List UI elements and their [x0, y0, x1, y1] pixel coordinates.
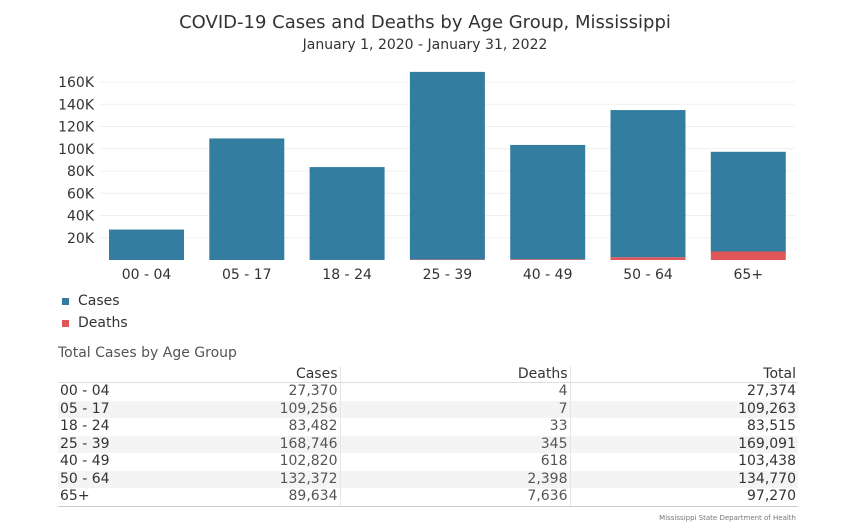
- row-group: 40 - 49: [60, 453, 110, 470]
- bar-cases[interactable]: [309, 167, 385, 260]
- bar-cases[interactable]: [510, 144, 586, 260]
- header-deaths: Deaths: [340, 366, 571, 383]
- row-deaths: 618: [340, 453, 571, 471]
- row-deaths: 7,636: [340, 488, 571, 507]
- bar-cases[interactable]: [109, 229, 184, 260]
- row-cases: 89,634: [148, 488, 341, 507]
- table-row: 00 - 04 27,370 4 27,374: [58, 382, 798, 401]
- row-group: 18 - 24: [60, 418, 110, 435]
- x-tick-label: 05 - 17: [222, 267, 272, 283]
- row-total: 109,263: [570, 400, 798, 418]
- x-tick-label: 65+: [734, 267, 764, 283]
- y-tick-label: 20K: [67, 231, 95, 247]
- row-group: 25 - 39: [58, 435, 148, 453]
- row-total: 134,770: [570, 470, 798, 488]
- table-row: 18 - 24 83,482 33 83,515: [58, 418, 798, 436]
- y-tick-label: 60K: [67, 186, 95, 202]
- row-total: 169,091: [570, 435, 798, 453]
- bar-deaths[interactable]: [710, 251, 786, 260]
- row-total: 97,270: [570, 488, 798, 507]
- table-header-row: Cases Deaths Total: [58, 366, 798, 383]
- legend-label-cases: Cases: [78, 293, 120, 309]
- chart-title: COVID-19 Cases and Deaths by Age Group, …: [179, 12, 671, 33]
- legend-item-cases[interactable]: Cases: [62, 290, 128, 312]
- row-cases: 102,820: [148, 453, 341, 471]
- table-row: 40 - 49 102,820 618 103,438: [58, 453, 798, 471]
- chart-subtitle: January 1, 2020 - January 31, 2022: [302, 37, 548, 53]
- row-cases: 168,746: [148, 435, 341, 453]
- x-tick-label: 18 - 24: [322, 267, 372, 283]
- row-deaths: 4: [340, 382, 571, 401]
- row-group: 00 - 04: [60, 383, 110, 400]
- bar-cases[interactable]: [209, 138, 285, 260]
- y-tick-label: 140K: [58, 97, 95, 113]
- row-cases: 27,370: [148, 382, 341, 401]
- x-tick-label: 50 - 64: [623, 267, 673, 283]
- row-cases: 109,256: [148, 400, 341, 418]
- y-tick-label: 120K: [58, 120, 95, 136]
- row-cases: 83,482: [148, 418, 341, 436]
- y-tick-label: 160K: [58, 75, 95, 91]
- x-tick-label: 25 - 39: [423, 267, 473, 283]
- x-tick-label: 00 - 04: [122, 267, 172, 283]
- bar-cases[interactable]: [409, 71, 485, 260]
- header-cases: Cases: [148, 366, 341, 383]
- bar-chart: 20K 40K 60K 80K 100K 120K 140K 160K 00 - 04 05 - …: [58, 71, 795, 283]
- x-tick-label: 40 - 49: [523, 267, 573, 283]
- row-group: 65+: [58, 488, 148, 507]
- source-credit: Mississippi State Department of Health: [659, 514, 796, 522]
- bar-deaths[interactable]: [610, 257, 686, 260]
- legend-item-deaths[interactable]: Deaths: [62, 312, 128, 334]
- table-row: 65+ 89,634 7,636 97,270: [58, 488, 798, 507]
- totals-table: Cases Deaths Total 00 - 04 27,370 4 27,374 0…: [58, 366, 798, 507]
- row-deaths: 2,398: [340, 470, 571, 488]
- y-tick-label: 40K: [67, 209, 95, 225]
- table-row: 05 - 17 109,256 7 109,263: [58, 400, 798, 418]
- row-total: 27,374: [747, 383, 796, 400]
- header-group: [58, 366, 148, 383]
- row-cases: 132,372: [148, 470, 341, 488]
- y-tick-label: 100K: [58, 142, 95, 158]
- row-deaths: 345: [340, 435, 571, 453]
- row-deaths: 33: [340, 418, 571, 436]
- row-group: 05 - 17: [58, 400, 148, 418]
- table-row: 25 - 39 168,746 345 169,091: [58, 435, 798, 453]
- row-total: 83,515: [747, 418, 796, 435]
- table-row: 50 - 64 132,372 2,398 134,770: [58, 470, 798, 488]
- header-total: Total: [570, 366, 798, 383]
- row-group: 50 - 64: [58, 470, 148, 488]
- table-title: Total Cases by Age Group: [58, 345, 237, 361]
- row-total: 103,438: [738, 453, 796, 470]
- row-deaths: 7: [340, 400, 571, 418]
- bar-cases[interactable]: [610, 110, 686, 258]
- y-tick-label: 80K: [67, 164, 95, 180]
- legend-swatch-deaths: [62, 319, 69, 327]
- legend: Cases Deaths: [62, 290, 128, 334]
- legend-label-deaths: Deaths: [78, 315, 128, 331]
- legend-swatch-cases: [62, 297, 69, 305]
- bar-cases[interactable]: [710, 151, 786, 252]
- bar-deaths[interactable]: [510, 259, 586, 260]
